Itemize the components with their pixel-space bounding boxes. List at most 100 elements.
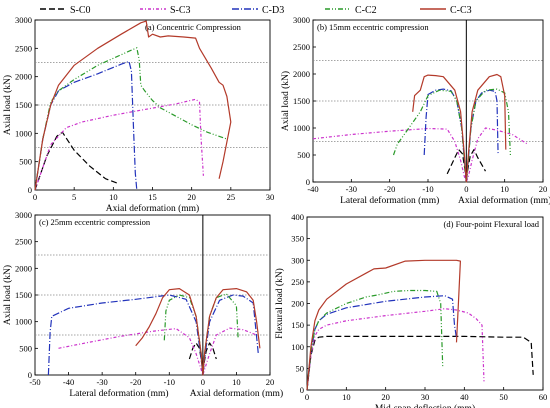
chart-panels: 0 5 10 15 20 25 30050010001500200025003000(a) … [2, 15, 550, 408]
series-line-c-c2 [306, 289, 444, 391]
x-tick-label: 60 [539, 392, 548, 402]
y-tick-label: 2000 [293, 69, 310, 79]
series-line-c-c3 [306, 259, 461, 391]
y-axis-label: Axial load (kN) [2, 265, 13, 325]
x-tick-label: 20 [381, 392, 390, 402]
legend-label-c-c2: C-C2 [355, 5, 377, 16]
panel-title: (a) Concentric Compression [145, 22, 242, 32]
y-tick-label: 300 [291, 255, 304, 265]
series-line-c-c2 [34, 47, 228, 191]
y-tick-label: 1000 [15, 317, 32, 327]
y-tick-label: 0 [300, 385, 304, 395]
y-tick-label: 100 [291, 342, 304, 352]
x-tick-label: 30 [266, 192, 275, 202]
legend-label-c-d3: C-D3 [262, 5, 284, 16]
x-tick-label: 20 [266, 377, 275, 387]
y-tick-label: 500 [297, 150, 310, 160]
y-axis-label: Flexural load (kN) [274, 268, 285, 339]
y-tick-label: 1000 [15, 128, 32, 138]
legend: S-C0 S-C3 C-D3 C-C2 C-C3 [40, 5, 472, 16]
x-tick-label: 20 [539, 184, 548, 194]
series-line-c-c3 [412, 73, 507, 183]
x-tick-label: 25 [227, 192, 236, 202]
y-tick-label: 2500 [15, 237, 32, 247]
y-axis-label: Axial load (kN) [2, 75, 13, 135]
x-tick-label: 5 [72, 192, 76, 202]
x-axis-label: Axial deformation (mm) [106, 203, 199, 214]
chart-panel-3: 0 10 20 30 40 50 60 0 50 100 150 200 250 300 350 400 (d)… [274, 212, 547, 408]
x-tick-label: 30 [421, 392, 430, 402]
series-line-s-c3 [58, 327, 257, 376]
panel-title: (b) 15mm eccentric compression [317, 22, 429, 32]
series-line-c-c2 [392, 88, 511, 183]
y-tick-label: 400 [291, 212, 304, 222]
series-line-s-c0 [306, 335, 534, 391]
y-tick-label: 150 [291, 320, 304, 330]
legend-label-s-c0: S-C0 [70, 5, 91, 16]
x-tick-label: 20 [187, 192, 196, 202]
x-tick-label: 10 [500, 184, 509, 194]
y-tick-label: 3000 [15, 210, 32, 220]
y-tick-label: 3000 [15, 15, 32, 25]
y-tick-label: 3000 [293, 15, 310, 25]
legend-label-c-c3: C-C3 [450, 5, 472, 16]
x-tick-label: 10 [342, 392, 351, 402]
y-tick-label: 1500 [293, 96, 310, 106]
x-tick-label: -10 [164, 377, 175, 387]
x-tick-label: -20 [130, 377, 141, 387]
series-line-c-c3 [135, 288, 261, 376]
series-line-s-c0 [446, 149, 487, 183]
y-tick-label: 0 [28, 185, 32, 195]
legend-label-s-c3: S-C3 [170, 5, 191, 16]
y-tick-label: 2500 [15, 43, 32, 53]
x-tick-label: 15 [148, 192, 157, 202]
y-tick-label: 500 [19, 343, 32, 353]
series-line-s-c3 [312, 127, 529, 183]
y-axis-label: Axial load (kN) [280, 71, 291, 131]
series-line-c-d3 [306, 295, 458, 391]
x-tick-label: 0 [33, 192, 37, 202]
x-tick-label: -50 [29, 377, 40, 387]
y-tick-label: 50 [296, 363, 305, 373]
x-tick-label: -40 [307, 184, 318, 194]
y-tick-label: 2000 [15, 72, 32, 82]
x-tick-label: 40 [460, 392, 469, 402]
x-axis-label-axial: Axial deformation (mm) [458, 195, 550, 206]
chart-panel-2: -50 -40 -30 -20 -10 0 10 20 0 500 1000 1500 2000 2500… [2, 210, 283, 399]
x-axis-label-lateral: Lateral deformation (mm) [69, 388, 168, 399]
y-tick-label: 1000 [293, 123, 310, 133]
x-axis-label: Mid-span deflection (mm) [375, 403, 475, 408]
x-tick-label: 10 [109, 192, 118, 202]
series-line-c-d3 [34, 60, 138, 191]
x-axis-label-axial: Axial deformation (mm) [190, 388, 283, 399]
x-axis-label-lateral: Lateral deformation (mm) [340, 195, 439, 206]
y-tick-label: 2500 [293, 42, 310, 52]
y-tick-label: 0 [28, 370, 32, 380]
x-tick-label: -10 [422, 184, 433, 194]
chart-panel-0: 0 5 10 15 20 25 30 0 500 1000 1500 2000 2500 3000 (a) … [2, 15, 274, 214]
series-line-s-c0 [34, 131, 118, 191]
y-tick-label: 500 [19, 157, 32, 167]
x-tick-label: -40 [63, 377, 74, 387]
series-line-c-d3 [47, 294, 259, 376]
chart-panel-1: -40 -30 -20 -10 0 10 20 0 500 1000 1500 2000 2500 300… [280, 15, 550, 206]
x-tick-label: -20 [384, 184, 395, 194]
x-tick-label: 0 [305, 392, 309, 402]
y-tick-label: 1500 [15, 290, 32, 300]
x-tick-label: -30 [346, 184, 357, 194]
panel-title: (d) Four-point Flexural load [444, 219, 540, 229]
x-tick-label: 0 [464, 184, 468, 194]
y-tick-label: 1500 [15, 100, 32, 110]
x-tick-label: 0 [201, 377, 205, 387]
panel-title: (c) 25mm eccentric compression [39, 217, 151, 227]
series-line-c-d3 [423, 88, 499, 183]
y-tick-label: 2000 [15, 263, 32, 273]
x-tick-label: -30 [96, 377, 107, 387]
x-tick-label: 50 [499, 392, 508, 402]
y-tick-label: 250 [291, 277, 304, 287]
y-tick-label: 0 [306, 177, 310, 187]
series-line-c-c3 [34, 20, 232, 191]
x-tick-label: 10 [232, 377, 241, 387]
